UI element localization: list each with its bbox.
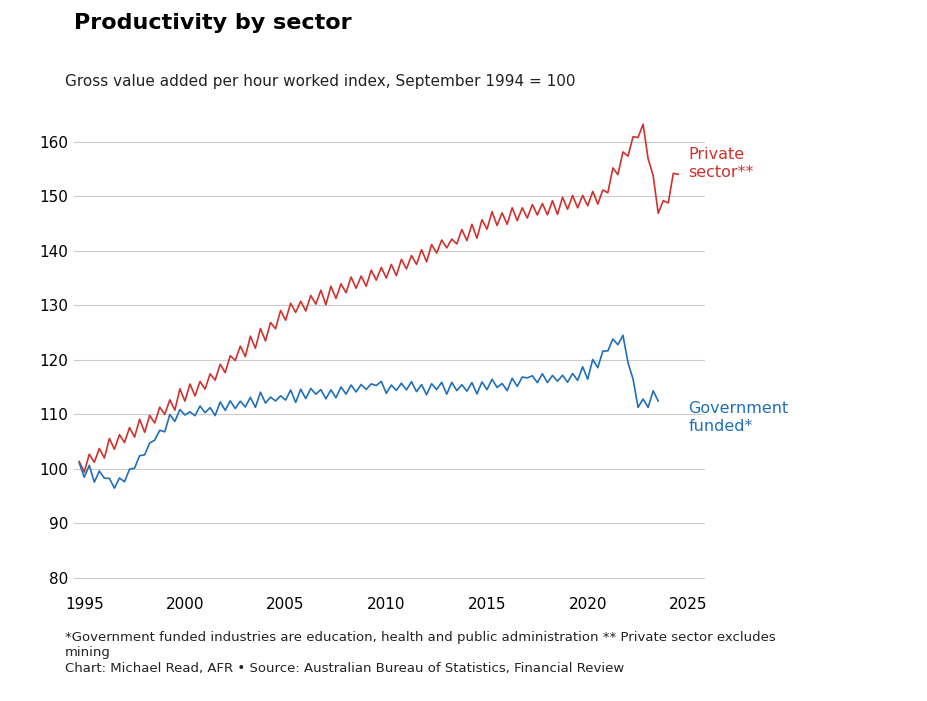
Text: Productivity by sector: Productivity by sector xyxy=(74,13,351,33)
Text: *Government funded industries are education, health and public administration **: *Government funded industries are educat… xyxy=(65,631,776,659)
Text: Private
sector**: Private sector** xyxy=(689,147,754,179)
Text: Gross value added per hour worked index, September 1994 = 100: Gross value added per hour worked index,… xyxy=(65,74,576,88)
Text: Chart: Michael Read, AFR • Source: Australian Bureau of Statistics, Financial Re: Chart: Michael Read, AFR • Source: Austr… xyxy=(65,662,624,676)
Text: Government
funded*: Government funded* xyxy=(689,401,789,433)
